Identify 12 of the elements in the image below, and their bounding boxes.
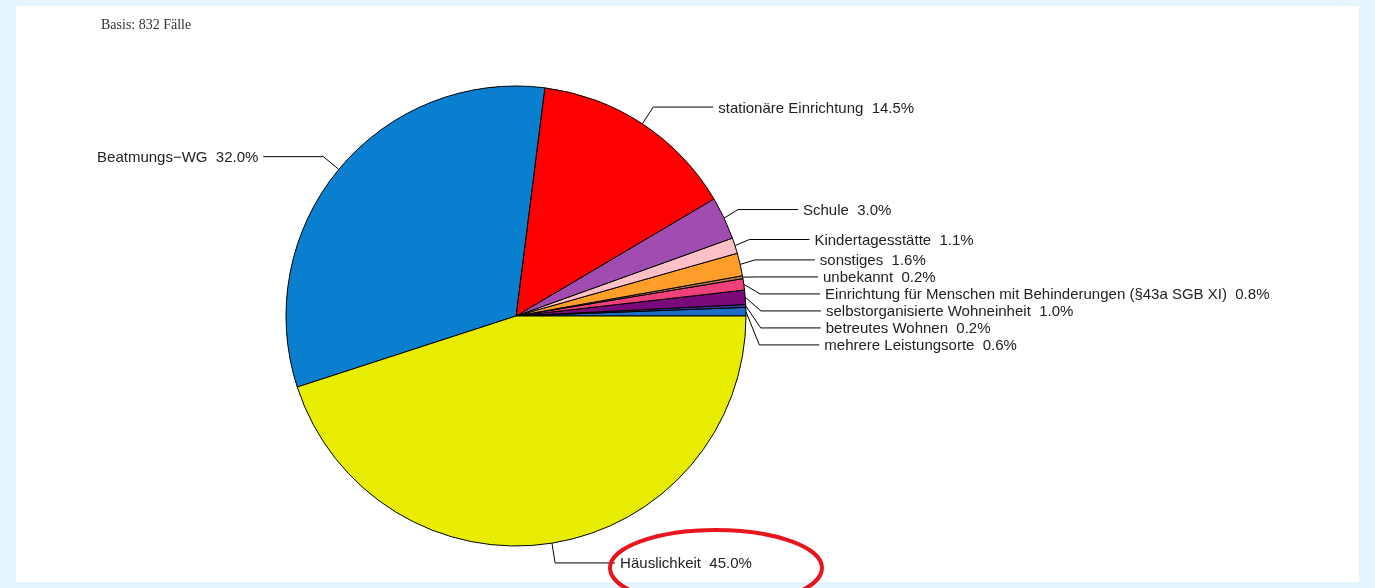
slice-label: Schule 3.0% bbox=[803, 201, 892, 219]
slice-label: Kindertagesstätte 1.1% bbox=[814, 230, 974, 248]
slice-label: betreutes Wohnen 0.2% bbox=[825, 319, 991, 337]
slice-label: sonstiges 1.6% bbox=[819, 251, 926, 269]
slice-label: Einrichtung für Menschen mit Behinderungen (§43a SGB XI) 0.8% bbox=[825, 285, 1270, 303]
slice-label: mehrere Leistungsorte 0.6% bbox=[824, 336, 1017, 354]
slice-label: selbstorganisierte Wohneinheit 1.0% bbox=[825, 302, 1074, 320]
slice-label: Häuslichkeit 45.0% bbox=[620, 554, 752, 572]
slice-label: Beatmungs−WG 32.0% bbox=[97, 148, 259, 166]
slice-label: stationäre Einrichtung 14.5% bbox=[718, 98, 915, 116]
chart-title: Basis: 832 Fälle bbox=[101, 16, 192, 32]
slice-label: unbekannt 0.2% bbox=[823, 268, 936, 286]
